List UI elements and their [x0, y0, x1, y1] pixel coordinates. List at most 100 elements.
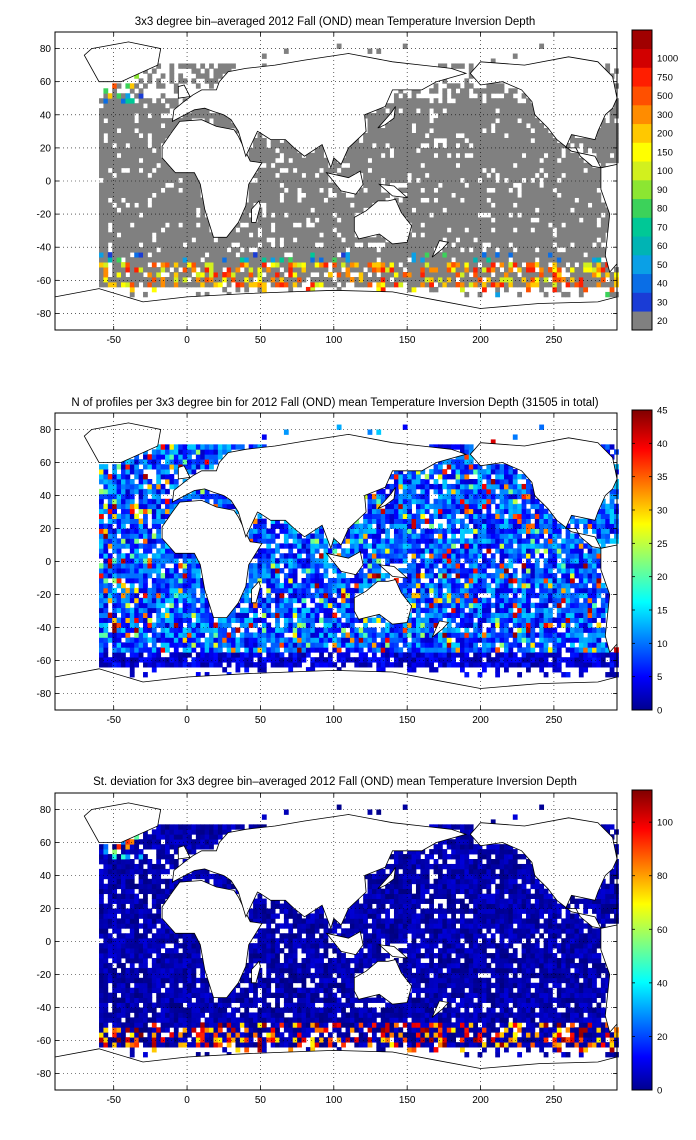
heatmap-cell [231, 627, 236, 633]
heatmap-cell [451, 167, 456, 174]
heatmap-cell [125, 242, 131, 248]
heatmap-cell [543, 272, 549, 278]
heatmap-cell [548, 182, 553, 189]
heatmap-cell [121, 543, 126, 549]
heatmap-cell [257, 281, 263, 288]
heatmap-cell [191, 563, 197, 569]
heatmap-cell [99, 493, 104, 500]
heatmap-cell [349, 227, 355, 233]
heatmap-cell [402, 152, 408, 159]
heatmap-cell [446, 123, 452, 129]
heatmap-cell [530, 222, 536, 228]
heatmap-cell [583, 267, 589, 273]
heatmap-cell [521, 147, 527, 154]
heatmap-cell [129, 142, 135, 149]
heatmap-cell [490, 237, 496, 243]
heatmap-cell [455, 197, 461, 203]
heatmap-cell [204, 108, 210, 114]
heatmap-cell [578, 167, 584, 174]
heatmap-cell [283, 247, 289, 253]
heatmap-cell [411, 152, 417, 159]
heatmap-cell [231, 652, 236, 658]
heatmap-cell [173, 568, 179, 574]
heatmap-cell [349, 637, 355, 643]
heatmap-cell [310, 152, 316, 159]
heatmap-cell [402, 113, 408, 119]
heatmap-cell [178, 632, 184, 638]
heatmap-cell [134, 652, 140, 658]
heatmap-cell [116, 592, 122, 599]
heatmap-cell [556, 202, 562, 208]
heatmap-cell [156, 177, 162, 184]
heatmap-cell [402, 132, 408, 139]
heatmap-cell [217, 647, 223, 653]
heatmap-cell [116, 93, 122, 99]
heatmap-cell [349, 257, 355, 263]
heatmap-cell [393, 252, 399, 258]
heatmap-cell [596, 182, 602, 189]
heatmap-cell [195, 227, 201, 233]
heatmap-cell [349, 207, 355, 213]
heatmap-cell [248, 563, 254, 569]
heatmap-cell [248, 227, 254, 233]
heatmap-cell [305, 187, 311, 193]
heatmap-cell [473, 108, 479, 114]
heatmap-cell [349, 252, 355, 258]
heatmap-cell [420, 207, 426, 213]
heatmap-cell [539, 172, 545, 179]
heatmap-cell [437, 123, 443, 129]
heatmap-cell [173, 602, 179, 609]
heatmap-cell [235, 627, 241, 633]
heatmap-cell [614, 281, 619, 288]
heatmap-cell [490, 132, 496, 139]
heatmap-cell [495, 252, 501, 258]
heatmap-cell [521, 277, 527, 283]
heatmap-cell [169, 73, 175, 79]
heatmap-cell [261, 157, 267, 164]
heatmap-cell [129, 197, 135, 203]
heatmap-cell [182, 212, 188, 218]
heatmap-cell [121, 152, 126, 159]
heatmap-cell [248, 582, 254, 589]
heatmap-cell [587, 177, 593, 184]
heatmap-cell [121, 272, 126, 278]
heatmap-cell [116, 137, 122, 144]
heatmap-cell [279, 652, 285, 658]
heatmap-cell [178, 563, 184, 569]
heatmap-cell [446, 267, 452, 273]
heatmap-cell [253, 538, 258, 544]
heatmap-cell [143, 493, 148, 500]
heatmap-cell [455, 113, 461, 119]
heatmap-cell [314, 657, 320, 663]
heatmap-cell [261, 553, 267, 559]
heatmap-cell [107, 162, 113, 169]
heatmap-cell [217, 498, 223, 505]
heatmap-cell [336, 262, 342, 268]
heatmap-cell [442, 88, 448, 94]
heatmap-cell [301, 597, 307, 604]
heatmap-cell [358, 202, 364, 208]
heatmap-cell [138, 252, 144, 258]
heatmap-cell [530, 207, 536, 213]
heatmap-cell [125, 237, 131, 243]
heatmap-cell [134, 242, 140, 248]
heatmap-cell [99, 568, 104, 574]
heatmap-cell [420, 212, 426, 218]
heatmap-cell [103, 558, 109, 564]
heatmap-cell [385, 172, 390, 179]
heatmap-cell [499, 257, 505, 263]
heatmap-cell [261, 237, 267, 243]
heatmap-cell [314, 558, 320, 564]
heatmap-cell [424, 192, 430, 198]
heatmap-cell [504, 237, 509, 243]
heatmap-cell [415, 232, 421, 238]
heatmap-cell [275, 192, 280, 198]
heatmap-cell [156, 202, 162, 208]
heatmap-cell [187, 597, 192, 604]
heatmap-cell [367, 152, 373, 159]
heatmap-cell [495, 103, 501, 109]
heatmap-cell [99, 602, 104, 609]
heatmap-cell [261, 434, 267, 440]
heatmap-cell [499, 262, 505, 268]
heatmap-cell [459, 277, 465, 283]
